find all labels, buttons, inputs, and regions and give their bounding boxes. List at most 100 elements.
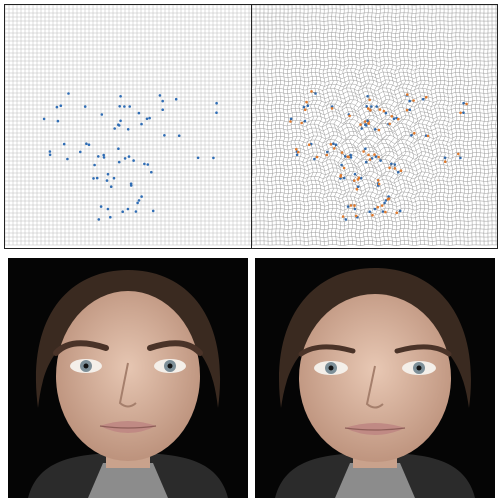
landmark-point-target bbox=[341, 215, 345, 218]
landmark-point-target bbox=[340, 151, 344, 154]
landmark-point bbox=[95, 176, 99, 180]
landmark-point-target bbox=[355, 187, 359, 191]
landmark-point-target bbox=[376, 179, 380, 182]
landmark-point bbox=[113, 127, 116, 130]
landmark-point bbox=[148, 116, 151, 120]
landmark-point bbox=[106, 172, 110, 176]
landmark-point-target bbox=[443, 160, 447, 163]
landmark-point bbox=[59, 104, 63, 107]
landmark-point bbox=[129, 184, 133, 187]
landmark-point-target bbox=[353, 179, 356, 182]
landmark-point-target bbox=[348, 114, 351, 118]
landmark-point bbox=[117, 160, 121, 164]
lips-shape bbox=[100, 421, 156, 433]
landmark-point-source bbox=[289, 117, 293, 121]
landmark-point-target bbox=[357, 176, 361, 179]
landmark-point bbox=[121, 210, 124, 213]
landmark-point bbox=[137, 111, 141, 115]
landmark-point-source bbox=[408, 108, 411, 111]
landmark-point bbox=[151, 209, 155, 213]
landmark-point-target bbox=[373, 153, 376, 156]
face-illustration-warped bbox=[255, 258, 495, 498]
landmark-point bbox=[109, 215, 112, 219]
landmark-point-target bbox=[377, 182, 381, 186]
landmark-point-target bbox=[300, 121, 303, 125]
landmark-point-target bbox=[371, 213, 374, 217]
landmark-point-target bbox=[388, 122, 391, 126]
landmark-point-target bbox=[406, 93, 409, 96]
landmark-point-target bbox=[305, 100, 308, 104]
landmark-point bbox=[85, 142, 88, 145]
landmark-point-target bbox=[367, 107, 370, 110]
landmark-point bbox=[145, 117, 149, 121]
landmark-point-target bbox=[425, 95, 428, 99]
landmark-point-target bbox=[386, 198, 390, 201]
landmark-point bbox=[117, 123, 120, 126]
landmark-point-target bbox=[307, 143, 311, 146]
landmark-point-source bbox=[303, 119, 307, 123]
landmark-point-source bbox=[398, 209, 402, 213]
landmark-point-target bbox=[353, 204, 356, 207]
landmark-point bbox=[102, 153, 105, 157]
landmark-point bbox=[140, 122, 143, 126]
landmark-point bbox=[102, 156, 106, 159]
landmark-point-target bbox=[395, 211, 398, 215]
landmark-point-target bbox=[378, 108, 382, 111]
grid-plot-warped bbox=[252, 5, 497, 246]
landmark-point-target bbox=[397, 117, 400, 121]
landmark-point bbox=[146, 163, 150, 166]
landmark-point bbox=[55, 105, 59, 109]
grid-plot-original bbox=[5, 5, 251, 246]
landmark-point-target bbox=[315, 155, 319, 159]
landmark-point-source bbox=[353, 207, 357, 211]
landmark-point-target bbox=[399, 169, 403, 172]
landmark-point bbox=[137, 199, 141, 202]
landmark-point-source bbox=[309, 142, 313, 146]
landmark-point bbox=[215, 101, 218, 105]
landmark-point-target bbox=[333, 147, 336, 150]
portrait-warped bbox=[255, 258, 495, 498]
landmark-point bbox=[97, 155, 100, 158]
portrait-original bbox=[8, 258, 248, 498]
landmark-point bbox=[134, 210, 138, 213]
face-shape bbox=[56, 291, 200, 461]
landmark-point-target bbox=[359, 123, 362, 126]
landmark-point-target bbox=[349, 204, 353, 207]
landmark-point-source bbox=[306, 104, 310, 107]
landmark-point-target bbox=[393, 167, 397, 170]
landmark-point-target bbox=[413, 131, 416, 135]
landmark-point-source bbox=[342, 176, 346, 180]
landmark-point-target bbox=[457, 152, 460, 156]
landmark-point-source bbox=[360, 127, 363, 130]
landmark-point-target bbox=[377, 128, 381, 132]
landmark-point-target bbox=[382, 109, 386, 113]
landmark-point bbox=[212, 156, 215, 160]
landmark-point-target bbox=[342, 166, 346, 170]
landmark-point bbox=[42, 117, 46, 121]
landmark-point bbox=[105, 179, 109, 182]
landmark-point-target bbox=[368, 158, 372, 161]
landmark-point bbox=[109, 185, 113, 188]
landmark-point-target bbox=[380, 204, 384, 207]
landmark-point-source bbox=[356, 185, 360, 188]
landmark-point-target bbox=[330, 107, 334, 110]
landmark-point-target bbox=[390, 115, 394, 118]
landmark-point-target bbox=[426, 134, 430, 138]
landmark-point bbox=[177, 134, 181, 137]
landmark-point bbox=[196, 156, 200, 160]
face-illustration-original bbox=[8, 258, 248, 498]
landmark-point bbox=[97, 218, 101, 221]
landmark-point bbox=[66, 157, 69, 161]
landmark-point-source bbox=[295, 153, 299, 157]
landmark-point bbox=[174, 97, 178, 101]
landmark-point-target bbox=[369, 109, 372, 112]
landmark-point-target bbox=[303, 108, 307, 111]
landmark-point-target bbox=[329, 143, 333, 146]
landmark-point-target bbox=[339, 175, 342, 178]
landmark-point bbox=[215, 111, 218, 114]
landmark-point-target bbox=[459, 111, 462, 115]
landmark-point bbox=[126, 128, 130, 131]
landmark-point bbox=[127, 155, 131, 158]
landmark-point bbox=[161, 108, 164, 111]
landmark-point-target bbox=[346, 155, 349, 158]
